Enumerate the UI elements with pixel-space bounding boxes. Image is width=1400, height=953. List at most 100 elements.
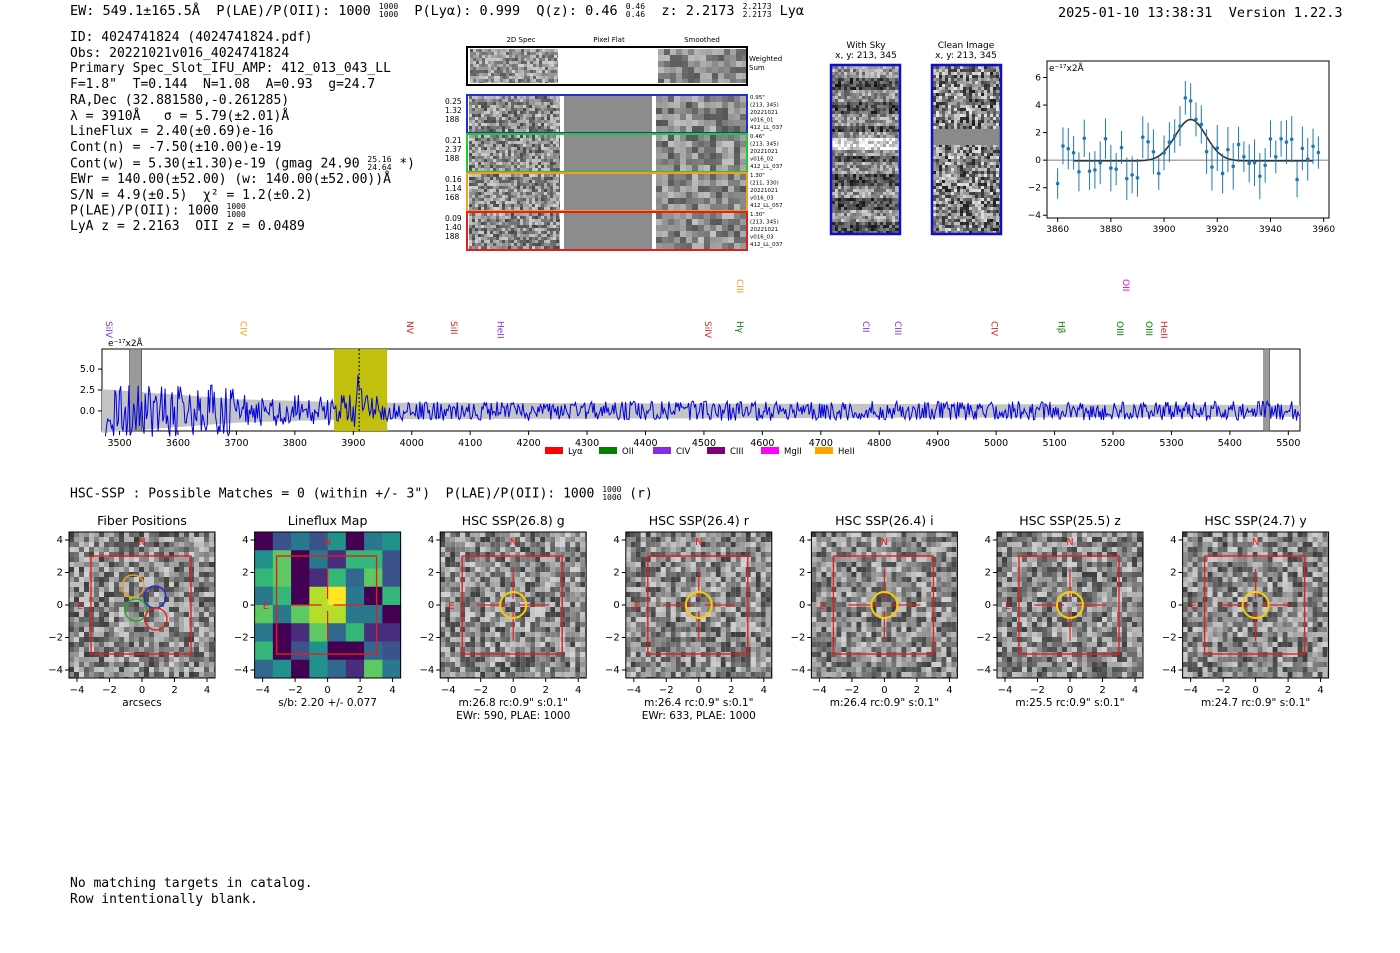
- pixel: [527, 79, 530, 82]
- pixel: [484, 168, 487, 171]
- pixel: [984, 99, 987, 102]
- pixel: [981, 150, 984, 153]
- pixel: [975, 198, 978, 201]
- pixel: [662, 237, 668, 243]
- pixel: [868, 111, 871, 114]
- pixel: [716, 186, 722, 192]
- pixel: [490, 195, 493, 198]
- pixel: [847, 123, 850, 126]
- pixel: [853, 132, 856, 135]
- pixel: [942, 72, 945, 75]
- pixel: [862, 126, 865, 129]
- pixel: [859, 126, 862, 129]
- pixel: [508, 165, 511, 168]
- pixel: [547, 201, 550, 204]
- pixel: [892, 162, 895, 165]
- pixel: [547, 126, 550, 129]
- pixel: [556, 108, 559, 111]
- row-stat: 0.09: [445, 214, 462, 223]
- pixel: [850, 78, 853, 81]
- pixel: [960, 177, 963, 180]
- pixel: [981, 168, 984, 171]
- pixel: [676, 73, 682, 79]
- pixel: [523, 177, 526, 180]
- pixel: [734, 225, 740, 231]
- pixel: [728, 225, 734, 231]
- pixel: [847, 210, 850, 213]
- pixel: [957, 81, 960, 84]
- pixel: [499, 114, 502, 117]
- pixel: [532, 195, 535, 198]
- pixel: [889, 162, 892, 165]
- pixel: [939, 126, 942, 129]
- pixel: [954, 78, 957, 81]
- pixel: [859, 231, 862, 234]
- pixel: [895, 177, 898, 180]
- pixel: [835, 87, 838, 90]
- pixel: [883, 207, 886, 210]
- pixel: [841, 87, 844, 90]
- pixel: [844, 168, 847, 171]
- pixel: [478, 120, 481, 123]
- pixel: [742, 79, 746, 83]
- pixel: [850, 135, 853, 138]
- pixel: [892, 216, 895, 219]
- pixel: [889, 108, 892, 111]
- pixel: [680, 108, 686, 114]
- pixel: [966, 102, 969, 105]
- pixel: [939, 144, 942, 147]
- pixel: [889, 135, 892, 138]
- pixel: [865, 87, 868, 90]
- pixel: [990, 198, 993, 201]
- pixel: [832, 165, 835, 168]
- pixel: [734, 180, 740, 186]
- pixel: [841, 90, 844, 93]
- pixel: [978, 102, 981, 105]
- pixel: [472, 114, 475, 117]
- pixel: [496, 162, 499, 165]
- pixel: [728, 126, 734, 132]
- pixel: [505, 135, 508, 138]
- pixel: [895, 126, 898, 129]
- pixel: [686, 114, 692, 120]
- pixel: [939, 183, 942, 186]
- pixel: [933, 153, 936, 156]
- pixel: [859, 114, 862, 117]
- pixel: [871, 78, 874, 81]
- pixel: [859, 192, 862, 195]
- pixel: [520, 207, 523, 210]
- pixel: [505, 228, 508, 231]
- pixel: [948, 126, 951, 129]
- pixel: [505, 201, 508, 204]
- pixel: [496, 153, 499, 156]
- pixel: [478, 222, 481, 225]
- pixel: [542, 73, 545, 76]
- pixel: [963, 84, 966, 87]
- pixel: [847, 102, 850, 105]
- pixel: [718, 79, 724, 83]
- pixel: [662, 120, 668, 126]
- pixel: [835, 216, 838, 219]
- pixel: [969, 177, 972, 180]
- pixel: [865, 105, 868, 108]
- pixel: [835, 120, 838, 123]
- pixel: [883, 183, 886, 186]
- pixel: [493, 117, 496, 120]
- pixel: [957, 75, 960, 78]
- pixel: [496, 105, 499, 108]
- cutout-flat: [564, 174, 652, 210]
- pixel: [996, 153, 999, 156]
- pixel: [951, 81, 954, 84]
- pixel: [987, 171, 990, 174]
- pixel: [670, 61, 676, 67]
- pixel: [509, 73, 512, 76]
- pixel: [969, 108, 972, 111]
- pixel: [975, 165, 978, 168]
- pixel: [538, 96, 541, 99]
- pixel: [886, 195, 889, 198]
- pixel: [502, 213, 505, 216]
- pixel: [515, 76, 518, 79]
- pixel: [541, 123, 544, 126]
- pixel: [972, 207, 975, 210]
